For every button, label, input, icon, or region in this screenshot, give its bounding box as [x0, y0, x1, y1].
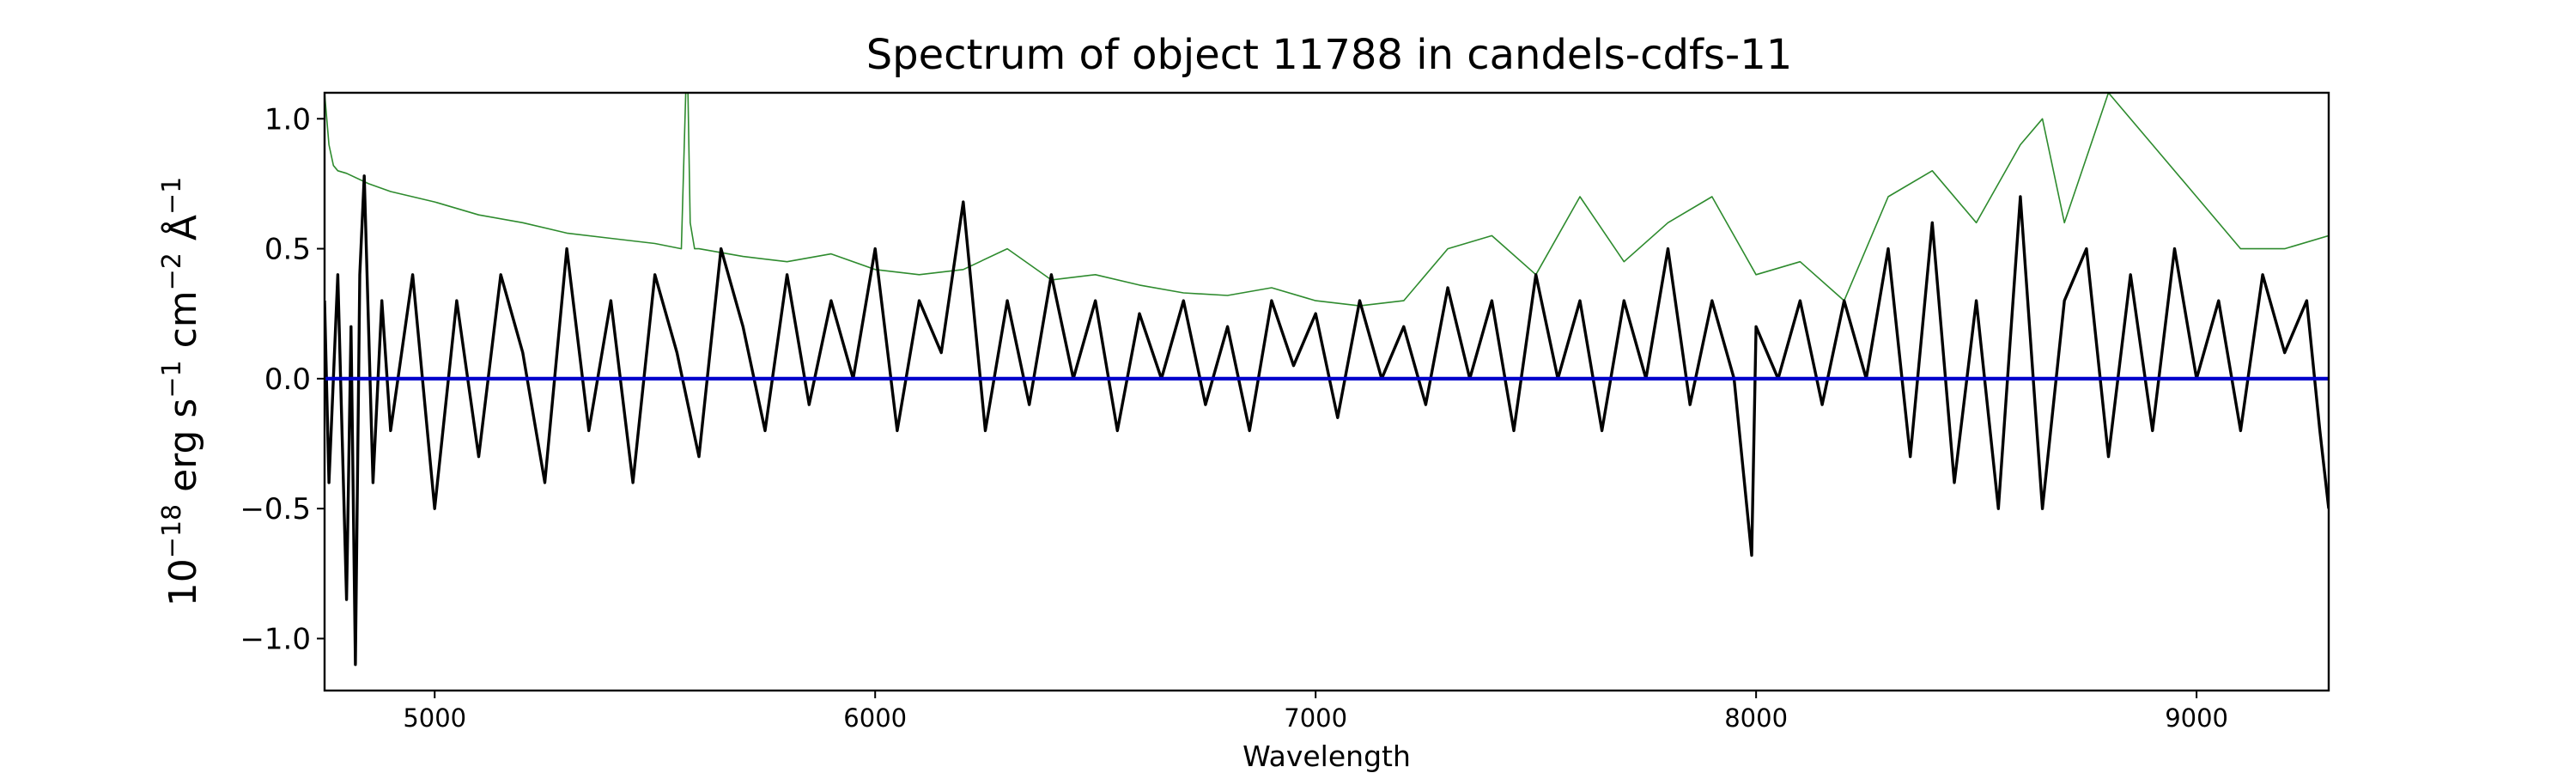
y-tick-label: 0.0 — [264, 362, 311, 397]
y-tick-label: −1.0 — [240, 622, 311, 656]
plot-frame — [323, 91, 2330, 692]
y-label-unit2: cm — [161, 290, 205, 360]
x-tick-label: 8000 — [1724, 703, 1788, 733]
y-label-exp3: −2 — [157, 253, 187, 290]
series-line-flux — [325, 174, 2329, 666]
series-layer — [325, 93, 2329, 666]
y-tick-label: −0.5 — [240, 492, 311, 526]
y-axis: −1.0 −0.5 0.0 0.5 1.0 — [240, 102, 325, 656]
y-label-unit1: erg s — [161, 399, 205, 504]
y-label-unit3: Å — [160, 215, 205, 253]
y-label-exp1: −18 — [157, 504, 187, 558]
y-tick-label: 0.5 — [264, 233, 311, 267]
x-tick-label: 5000 — [403, 703, 466, 733]
series-line-noise — [325, 93, 2329, 307]
x-tick-label: 7000 — [1284, 703, 1347, 733]
chart-title: Spectrum of object 11788 in candels-cdfs… — [866, 31, 1793, 79]
x-tick-label: 6000 — [843, 703, 907, 733]
y-label-exp2: −1 — [157, 360, 187, 398]
x-axis: 5000 6000 7000 8000 9000 — [403, 691, 2228, 733]
y-label-base: 10 — [161, 558, 205, 606]
y-label-exp4: −1 — [157, 177, 187, 215]
y-tick-label: 1.0 — [264, 102, 311, 137]
y-axis-label: 10−18 erg s−1 cm−2 Å−1 — [157, 177, 205, 606]
x-axis-label: Wavelength — [1242, 740, 1411, 773]
x-tick-label: 9000 — [2165, 703, 2228, 733]
